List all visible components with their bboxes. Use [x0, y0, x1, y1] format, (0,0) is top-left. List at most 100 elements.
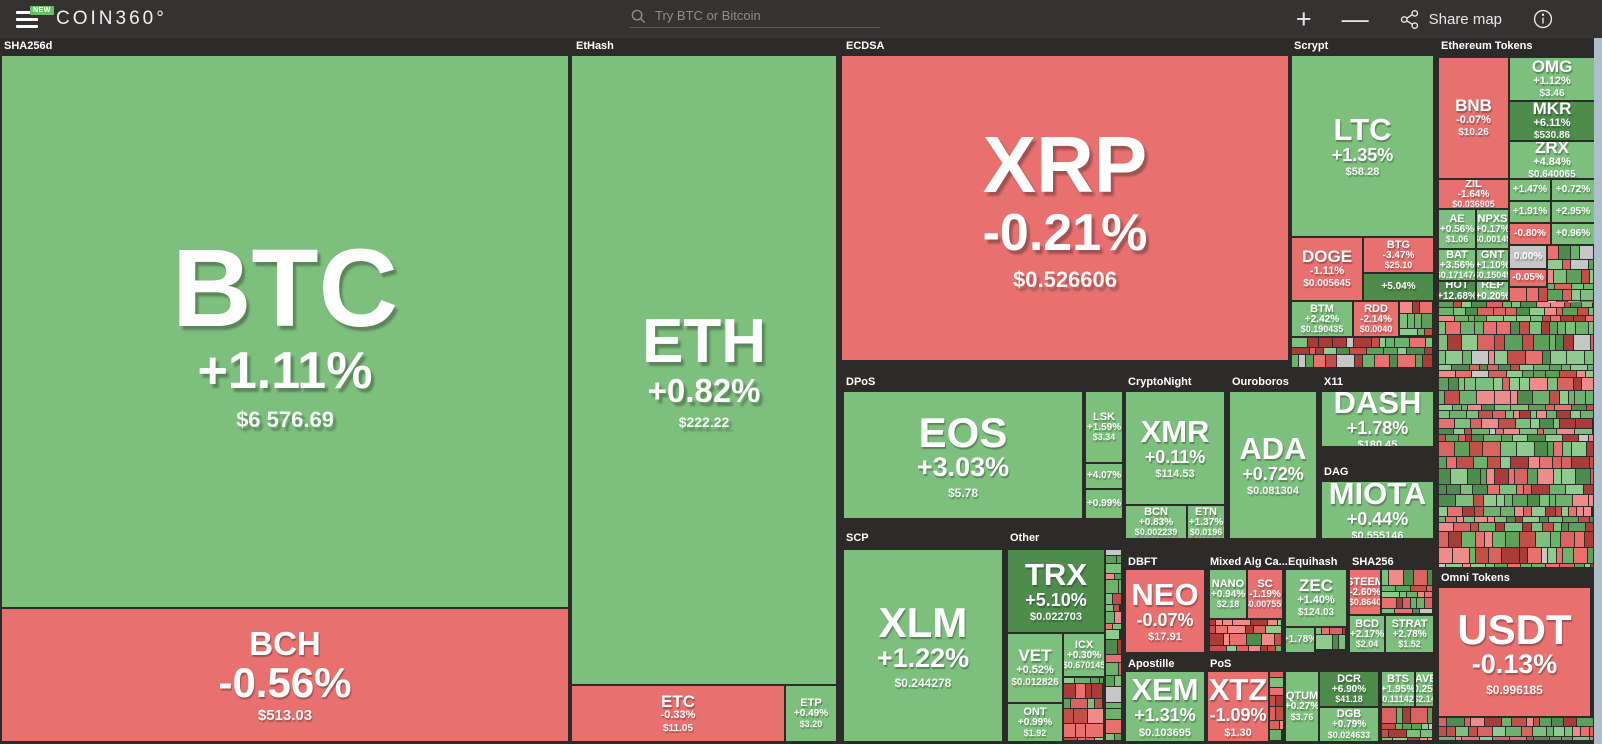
- mini-tile[interactable]: [1463, 507, 1474, 516]
- mini-tile[interactable]: [1429, 724, 1432, 729]
- mini-tile[interactable]: [1463, 351, 1471, 364]
- mini-tile[interactable]: [1064, 678, 1074, 683]
- mini-tile[interactable]: [1528, 435, 1545, 441]
- mini-tile[interactable]: [1439, 737, 1455, 740]
- mini-tile[interactable]: [1565, 302, 1570, 307]
- mini-tile[interactable]: [1446, 435, 1458, 441]
- mini-tile[interactable]: [1488, 365, 1498, 370]
- mini-tile[interactable]: [1556, 507, 1561, 516]
- mini-tile[interactable]: [1113, 624, 1121, 629]
- mini-tile[interactable]: [1532, 485, 1549, 494]
- mini-tile[interactable]: [1501, 442, 1516, 456]
- mini-tile[interactable]: [1474, 495, 1483, 506]
- mini-tile[interactable]: [1550, 365, 1561, 370]
- mini-tile[interactable]: [1493, 411, 1505, 418]
- mini-tile[interactable]: [1547, 411, 1556, 418]
- mini-tile[interactable]: [1439, 523, 1453, 531]
- mini-tile[interactable]: [1556, 335, 1563, 350]
- mini-tile[interactable]: [1446, 564, 1462, 567]
- mini-tile-cluster[interactable]: [1316, 628, 1346, 652]
- mini-tile[interactable]: [1088, 709, 1103, 723]
- tile-1-91[interactable]: +1.91%: [1510, 202, 1550, 222]
- mini-tile[interactable]: [1534, 365, 1549, 370]
- mini-tile[interactable]: [1556, 495, 1572, 506]
- mini-tile[interactable]: [1395, 609, 1412, 613]
- mini-tile[interactable]: [1575, 391, 1585, 404]
- mini-tile[interactable]: [1548, 378, 1557, 390]
- mini-tile[interactable]: [1439, 302, 1453, 307]
- tile-eos[interactable]: EOS +3.03% $5.78: [844, 392, 1082, 518]
- mini-tile[interactable]: [1578, 308, 1588, 315]
- mini-tile[interactable]: [1280, 721, 1283, 729]
- mini-tile[interactable]: [1471, 419, 1481, 428]
- mini-tile[interactable]: [1449, 378, 1458, 390]
- mini-tile[interactable]: [1337, 355, 1354, 367]
- mini-tile[interactable]: [1511, 391, 1517, 404]
- mini-tile[interactable]: [1415, 314, 1421, 328]
- mini-tile[interactable]: [1557, 548, 1562, 563]
- mini-tile[interactable]: [1576, 322, 1588, 334]
- mini-tile[interactable]: [1106, 605, 1113, 611]
- mini-tile[interactable]: [1475, 316, 1486, 321]
- mini-tile[interactable]: [1524, 485, 1531, 494]
- mini-tile[interactable]: [1480, 737, 1492, 740]
- mini-tile[interactable]: [1487, 316, 1503, 321]
- mini-tile[interactable]: [1571, 365, 1587, 370]
- info-button[interactable]: [1532, 8, 1554, 30]
- mini-tile[interactable]: [1572, 290, 1580, 300]
- mini-tile[interactable]: [1316, 635, 1332, 649]
- mini-tile[interactable]: [1529, 405, 1545, 410]
- mini-tile[interactable]: [1411, 598, 1416, 608]
- mini-tile[interactable]: [1565, 727, 1572, 736]
- mini-tile[interactable]: [1514, 411, 1519, 418]
- tile-bts[interactable]: BTS+1.95%$0.111429: [1382, 672, 1414, 706]
- mini-tile[interactable]: [1480, 365, 1487, 370]
- mini-tile[interactable]: [1064, 738, 1077, 740]
- mini-tile[interactable]: [1456, 371, 1471, 377]
- mini-tile[interactable]: [1587, 405, 1593, 410]
- mini-tile[interactable]: [1333, 635, 1338, 649]
- tile-2-95[interactable]: +2.95%: [1552, 202, 1594, 222]
- mini-tile[interactable]: [1563, 517, 1578, 522]
- mini-tile[interactable]: [1499, 365, 1510, 370]
- mini-tile[interactable]: [1573, 495, 1588, 506]
- mini-tile[interactable]: [1299, 355, 1305, 367]
- mini-tile[interactable]: [1526, 351, 1542, 364]
- mini-tile[interactable]: [1471, 523, 1478, 531]
- mini-tile[interactable]: [1515, 507, 1523, 516]
- mini-tile[interactable]: [1355, 355, 1362, 367]
- mini-tile[interactable]: [1397, 708, 1402, 723]
- mini-tile[interactable]: [1590, 270, 1593, 283]
- mini-tile[interactable]: [1224, 634, 1229, 645]
- mini-tile[interactable]: [1270, 678, 1283, 687]
- mini-tile[interactable]: [1550, 485, 1565, 494]
- mini-tile[interactable]: [1270, 707, 1275, 720]
- mini-tile[interactable]: [1422, 724, 1428, 729]
- mini-tile[interactable]: [1585, 532, 1593, 547]
- mini-tile[interactable]: [1462, 532, 1475, 547]
- mini-tile[interactable]: [1439, 308, 1453, 315]
- mini-tile[interactable]: [1484, 435, 1501, 441]
- mini-tile[interactable]: [1488, 517, 1494, 522]
- mini-tile[interactable]: [1487, 469, 1494, 484]
- mini-tile[interactable]: [1517, 442, 1534, 456]
- tile-usdt[interactable]: USDT -0.13% $0.996185: [1439, 588, 1590, 716]
- mini-tile[interactable]: [1449, 532, 1461, 547]
- mini-tile[interactable]: [1411, 708, 1427, 723]
- mini-tile[interactable]: [1495, 517, 1506, 522]
- mini-tile[interactable]: [1064, 684, 1075, 698]
- mini-tile[interactable]: [1233, 620, 1250, 625]
- mini-tile[interactable]: [1591, 564, 1593, 567]
- mini-tile[interactable]: [1505, 335, 1522, 350]
- mini-tile[interactable]: [1396, 724, 1402, 729]
- tile-ada[interactable]: ADA +0.72% $0.081304: [1230, 392, 1316, 538]
- mini-tile[interactable]: [1473, 485, 1487, 494]
- mini-tile[interactable]: [1589, 495, 1593, 506]
- mini-tile[interactable]: [1554, 419, 1559, 428]
- mini-tile[interactable]: [1455, 419, 1470, 428]
- mini-tile[interactable]: [1398, 355, 1415, 367]
- mini-tile[interactable]: [1478, 727, 1492, 736]
- mini-tile[interactable]: [1465, 378, 1475, 390]
- mini-tile[interactable]: [1537, 411, 1546, 418]
- mini-tile[interactable]: [1546, 507, 1555, 516]
